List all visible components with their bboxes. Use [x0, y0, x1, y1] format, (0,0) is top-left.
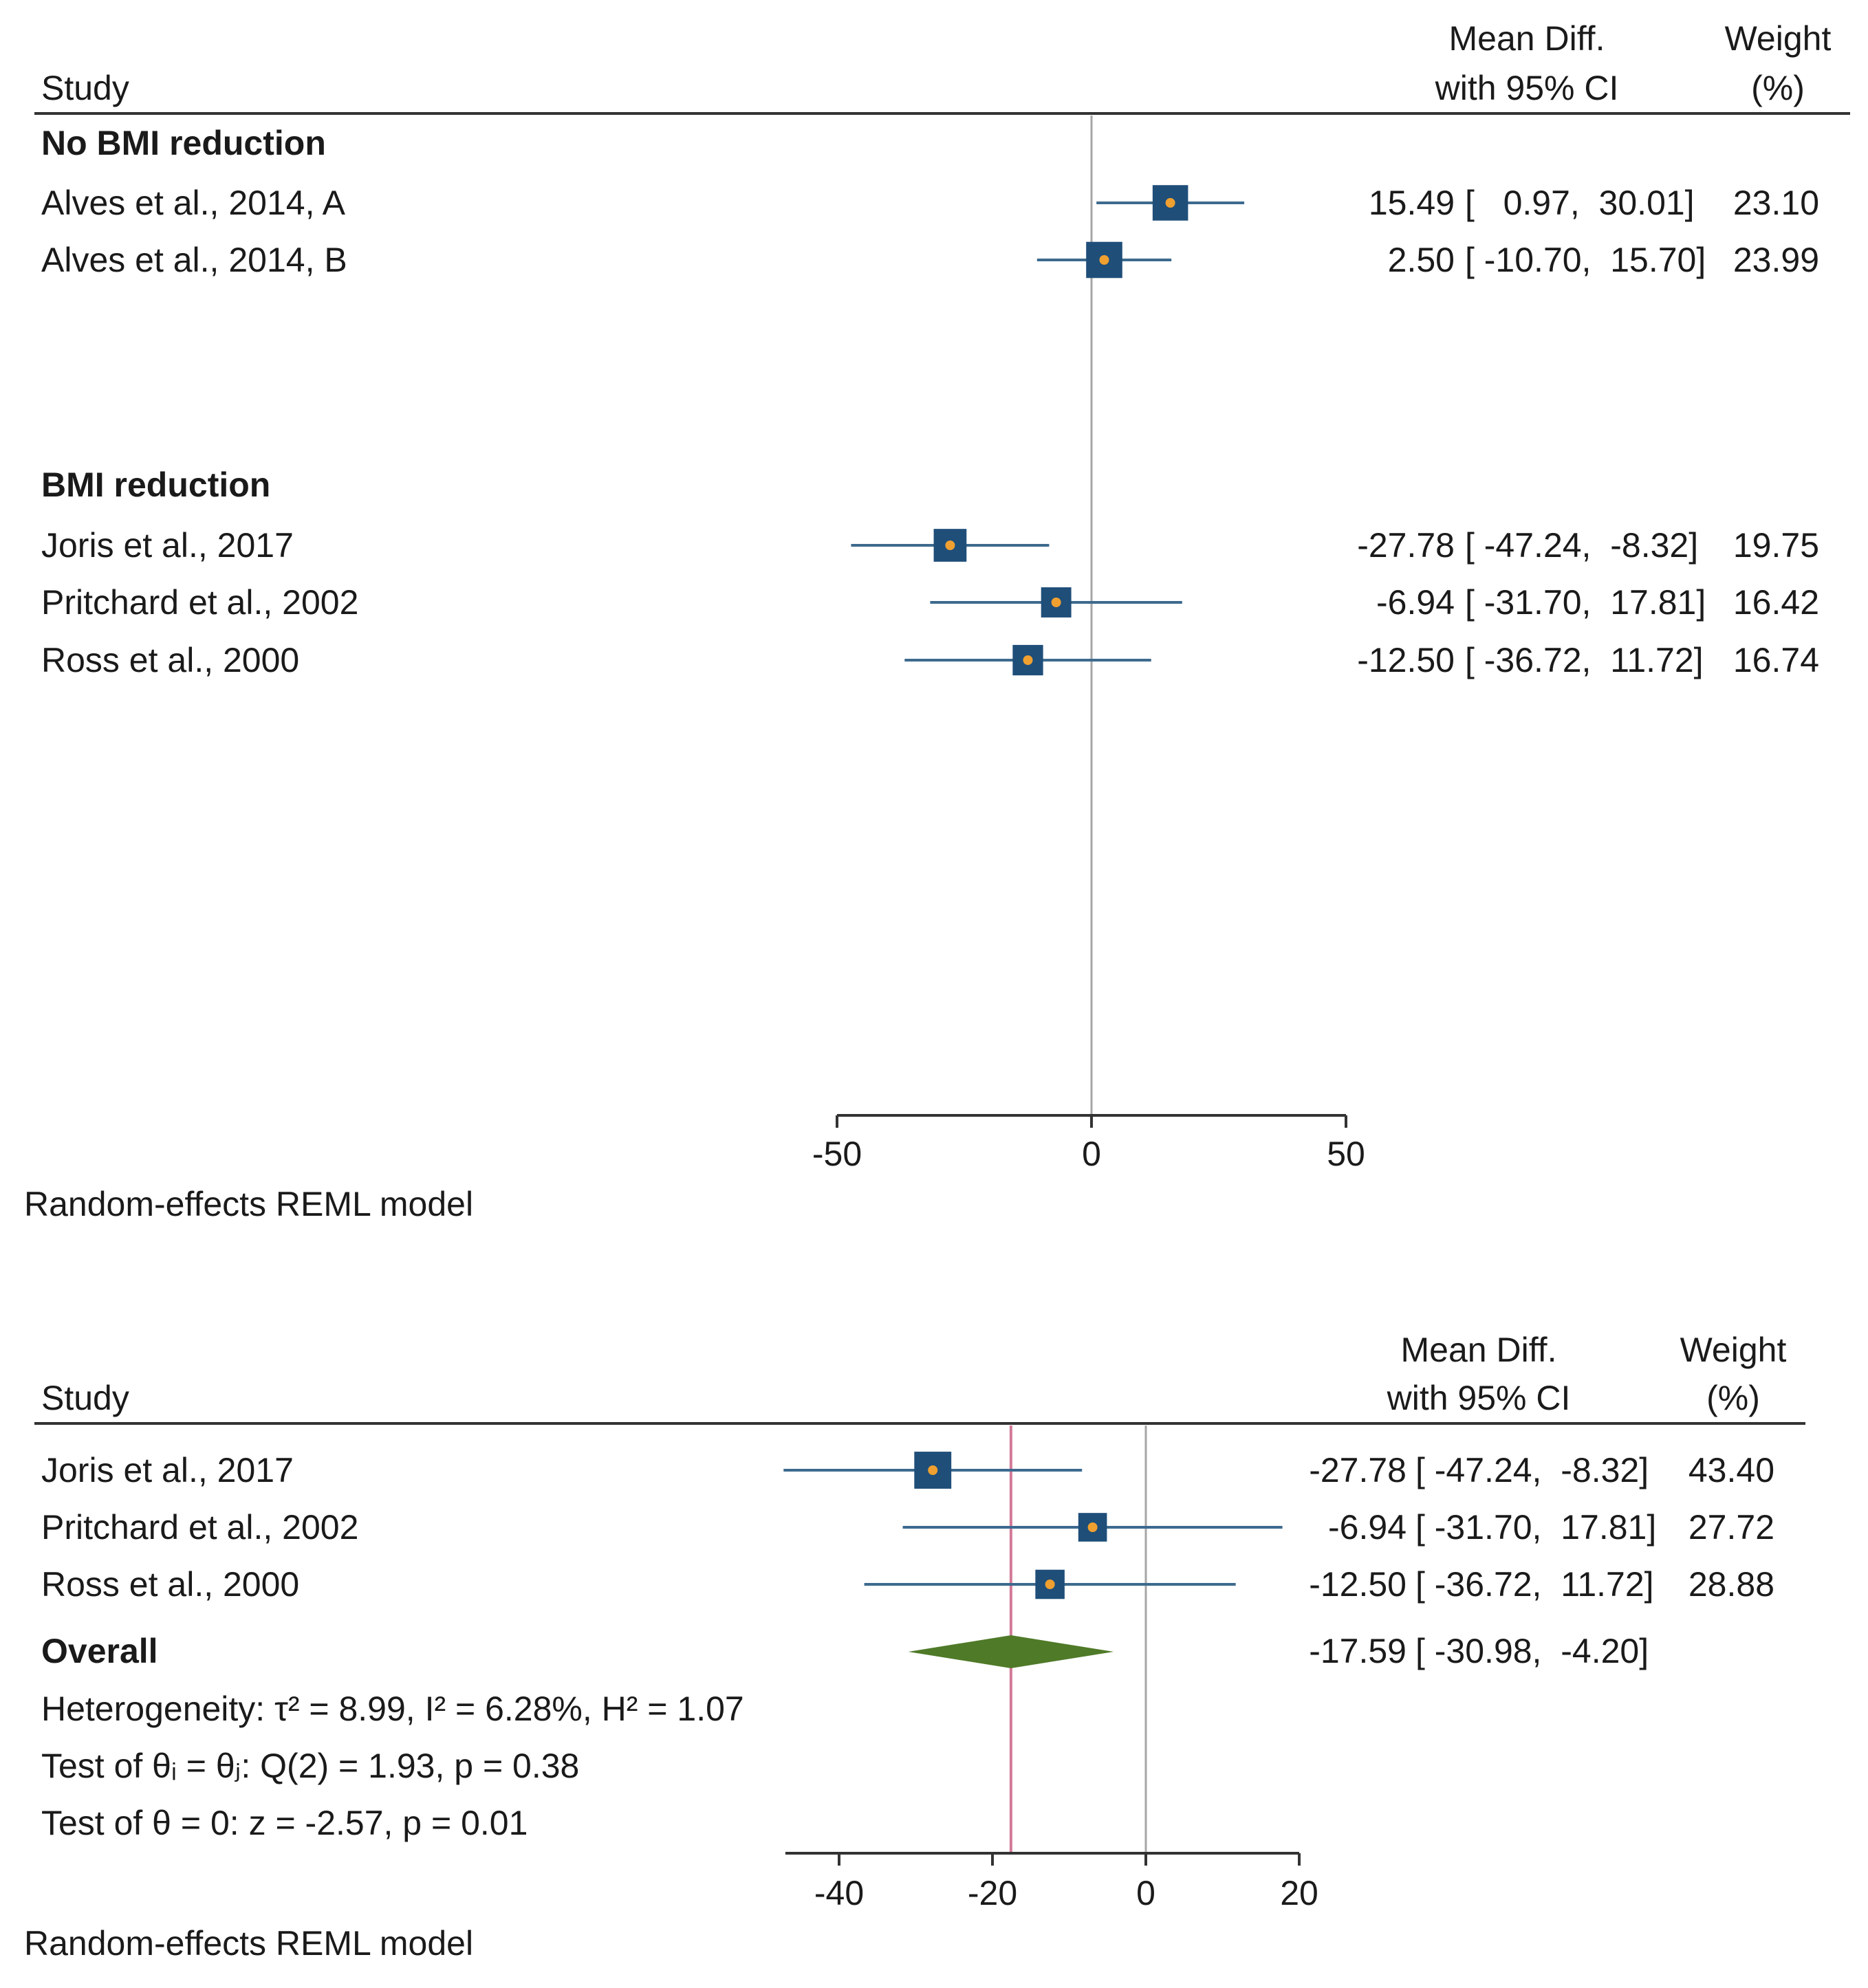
panel2-study-header: Study [41, 1379, 129, 1417]
panel1-tick-label: 50 [1327, 1135, 1365, 1173]
study-ci-value: [ -31.70, 17.81] [1415, 1508, 1656, 1547]
study-weight-value: 43.40 [1688, 1451, 1774, 1489]
study-name: Ross et al., 2000 [41, 1565, 299, 1604]
study-weight-value: 23.99 [1733, 241, 1819, 279]
panel1-tick-label: -50 [812, 1135, 862, 1173]
panel2-row: Pritchard et al., 2002 -6.94 [ -31.70, 1… [41, 1508, 1774, 1547]
study-name: Joris et al., 2017 [41, 1451, 294, 1489]
study-ci-value: [ -31.70, 17.81] [1465, 583, 1706, 622]
overall-mean-value: -17.59 [1309, 1632, 1407, 1670]
panel1-effect-header-line1: Mean Diff. [1449, 19, 1605, 58]
study-ci-value: [ -10.70, 15.70] [1465, 241, 1706, 279]
panel1-group-label-no-bmi: No BMI reduction [41, 124, 326, 162]
study-name: Alves et al., 2014, B [41, 241, 347, 279]
panel2-effect-header-line2: with 95% CI [1387, 1379, 1571, 1417]
panel1-group-label-bmi: BMI reduction [41, 466, 270, 504]
study-name: Joris et al., 2017 [41, 526, 294, 565]
study-name: Ross et al., 2000 [41, 641, 299, 679]
forest-plot-marks [783, 116, 1347, 1866]
study-ci-value: [ -36.72, 11.72] [1415, 1565, 1654, 1604]
study-ci-value: [ -47.24, -8.32] [1465, 526, 1698, 565]
study-mean-value: -12.50 [1357, 641, 1455, 679]
panel2-weight-header-line2: (%) [1706, 1379, 1760, 1417]
study-mean-value: 2.50 [1388, 241, 1455, 279]
panel1-footer: Random-effects REML model [24, 1185, 473, 1223]
overall-effect-test-stat: Test of θ = 0: z = -2.57, p = 0.01 [41, 1804, 528, 1842]
panel2-tick-label: -40 [814, 1874, 864, 1912]
panel2-tick-label: -20 [968, 1874, 1017, 1912]
study-weight-value: 19.75 [1733, 526, 1819, 565]
panel2-row: Joris et al., 2017 -27.78 [ -47.24, -8.3… [41, 1451, 1774, 1489]
study-mean-value: 15.49 [1369, 184, 1455, 222]
panel2-footer: Random-effects REML model [24, 1924, 473, 1963]
study-weight-value: 28.88 [1688, 1565, 1774, 1604]
study-mean-value: -27.78 [1357, 526, 1455, 565]
panel2-row: Ross et al., 2000 -12.50 [ -36.72, 11.72… [41, 1565, 1774, 1604]
heterogeneity-stat: Heterogeneity: τ² = 8.99, I² = 6.28%, H²… [41, 1690, 744, 1728]
overall-effect-diamond [908, 1635, 1114, 1668]
panel1-header: Study Mean Diff. with 95% CI Weight (%) [34, 19, 1850, 115]
panel2-tick-label: 0 [1136, 1874, 1155, 1912]
study-weight-value: 27.72 [1688, 1508, 1774, 1547]
study-name: Pritchard et al., 2002 [41, 583, 358, 622]
panel2-weight-header-line1: Weight [1680, 1331, 1787, 1369]
study-weight-value: 16.42 [1733, 583, 1819, 622]
panel1-row: Alves et al., 2014, A 15.49 [ 0.97, 30.0… [41, 184, 1819, 222]
study-point-estimate [945, 540, 955, 550]
panel1-row: Alves et al., 2014, B 2.50 [ -10.70, 15.… [41, 241, 1819, 279]
study-mean-value: -6.94 [1376, 583, 1455, 622]
panel1-weight-header-line2: (%) [1751, 69, 1805, 107]
study-name: Pritchard et al., 2002 [41, 1508, 358, 1547]
panel1-weight-header-line1: Weight [1725, 19, 1832, 58]
panel2-overall-row: Overall -17.59 [ -30.98, -4.20] [41, 1632, 1649, 1670]
study-point-estimate [1099, 255, 1109, 265]
study-weight-value: 23.10 [1733, 184, 1819, 222]
overall-label: Overall [41, 1632, 158, 1670]
study-point-estimate [928, 1465, 938, 1475]
study-ci-value: [ -36.72, 11.72] [1465, 641, 1704, 679]
study-point-estimate [1023, 655, 1033, 665]
panel1-row: Ross et al., 2000 -12.50 [ -36.72, 11.72… [41, 641, 1819, 679]
panel2-effect-header-line1: Mean Diff. [1401, 1331, 1557, 1369]
homogeneity-test-stat: Test of θᵢ = θⱼ: Q(2) = 1.93, p = 0.38 [41, 1747, 579, 1785]
panel1-row: Joris et al., 2017 -27.78 [ -47.24, -8.3… [41, 526, 1819, 565]
study-ci-value: [ 0.97, 30.01] [1465, 184, 1695, 222]
panel1-study-header: Study [41, 69, 129, 107]
panel1-row: Pritchard et al., 2002 -6.94 [ -31.70, 1… [41, 583, 1819, 622]
study-point-estimate [1087, 1522, 1098, 1532]
study-weight-value: 16.74 [1733, 641, 1819, 679]
overall-ci-value: [ -30.98, -4.20] [1415, 1632, 1649, 1670]
panel1-effect-header-line2: with 95% CI [1435, 69, 1619, 107]
study-mean-value: -27.78 [1309, 1451, 1407, 1489]
study-point-estimate [1165, 198, 1175, 208]
study-ci-value: [ -47.24, -8.32] [1415, 1451, 1649, 1489]
panel2-header: Study Mean Diff. with 95% CI Weight (%) [34, 1331, 1805, 1425]
study-mean-value: -6.94 [1328, 1508, 1407, 1547]
panel2-tick-label: 20 [1280, 1874, 1318, 1912]
study-mean-value: -12.50 [1309, 1565, 1407, 1604]
study-point-estimate [1051, 598, 1061, 607]
study-name: Alves et al., 2014, A [41, 184, 346, 222]
study-point-estimate [1045, 1580, 1055, 1589]
panel1-tick-label: 0 [1082, 1135, 1101, 1173]
